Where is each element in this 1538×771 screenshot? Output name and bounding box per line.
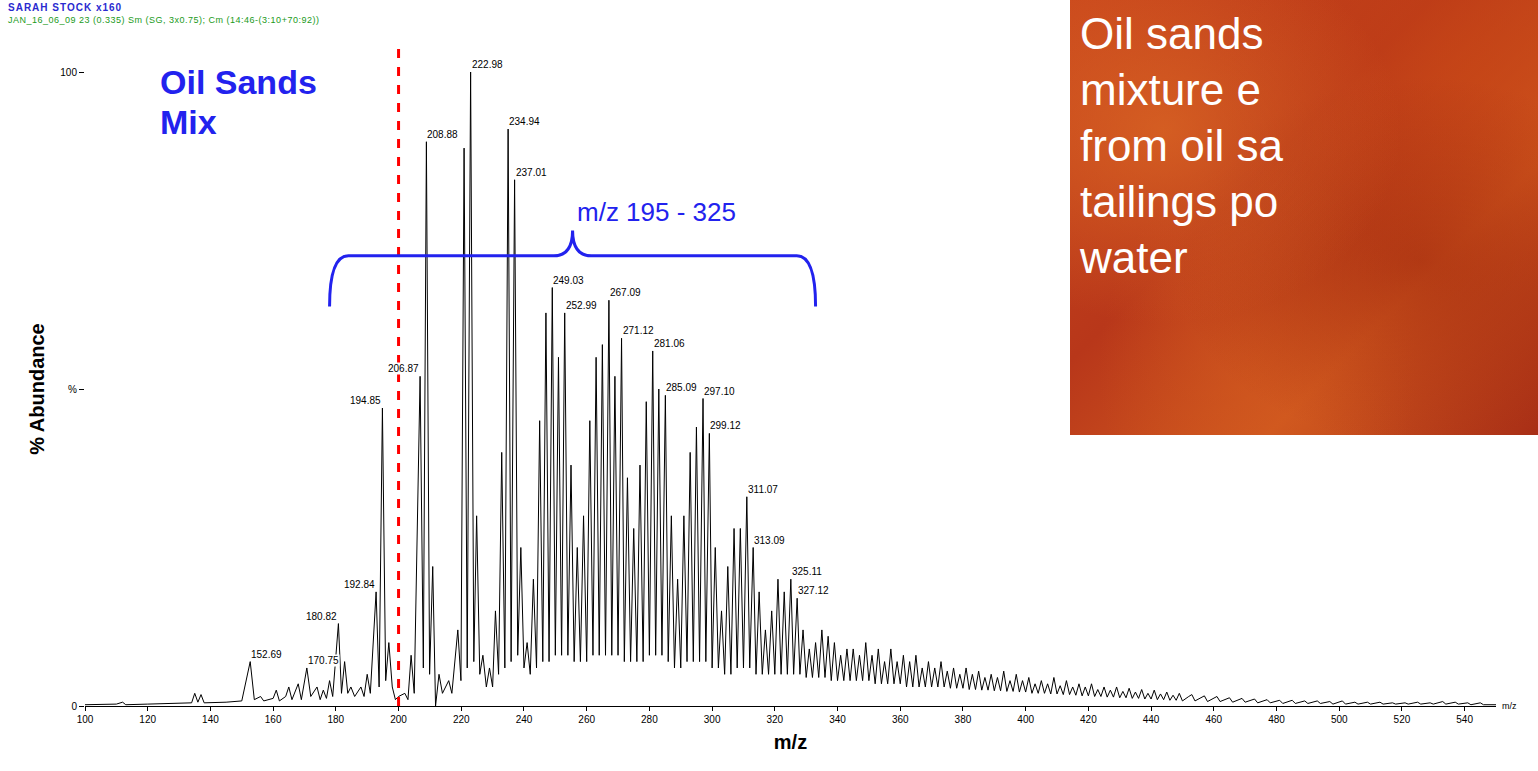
svg-text:252.99: 252.99 (566, 300, 597, 311)
svg-text:460: 460 (1205, 714, 1222, 725)
svg-text:520: 520 (1394, 714, 1411, 725)
svg-text:260: 260 (578, 714, 595, 725)
html-text:SARAH STOCK x160: SARAH STOCK x160 (8, 2, 123, 13)
svg-text:267.09: 267.09 (610, 287, 641, 298)
svg-text:152.69: 152.69 (251, 649, 282, 660)
svg-text:240: 240 (516, 714, 533, 725)
svg-text:200: 200 (390, 714, 407, 725)
svg-text:325.11: 325.11 (792, 566, 822, 577)
svg-text:271.12: 271.12 (623, 325, 654, 336)
svg-text:194.85: 194.85 (350, 395, 381, 406)
svg-text:237.01: 237.01 (516, 167, 547, 178)
svg-text:100: 100 (60, 67, 77, 78)
svg-text:234.94: 234.94 (509, 116, 540, 127)
svg-text:300: 300 (704, 714, 721, 725)
svg-text:m/z 195 - 325: m/z 195 - 325 (577, 197, 736, 227)
svg-text:440: 440 (1143, 714, 1160, 725)
svg-text:281.06: 281.06 (654, 338, 685, 349)
html-text:JAN_16_06_09 23 (0.335) Sm (SG: JAN_16_06_09 23 (0.335) Sm (SG, 3x0.75);… (8, 15, 320, 25)
html-text:mixture e: mixture e (1080, 65, 1261, 114)
svg-text:340: 340 (829, 714, 846, 725)
svg-text:m/z: m/z (774, 731, 807, 753)
html-text:Oil Sands Mix: Oil Sands Mix (160, 63, 317, 141)
svg-text:311.07: 311.07 (748, 484, 778, 495)
svg-text:100: 100 (77, 714, 94, 725)
svg-text:500: 500 (1331, 714, 1348, 725)
svg-text:% Abundance: % Abundance (26, 323, 48, 455)
svg-text:285.09: 285.09 (666, 382, 697, 393)
html-text:Oil sands: Oil sands (1080, 9, 1264, 58)
svg-text:160: 160 (265, 714, 282, 725)
html-text:tailings po: tailings po (1080, 177, 1279, 226)
svg-text:297.10: 297.10 (704, 386, 735, 397)
svg-text:327.12: 327.12 (798, 585, 829, 596)
html-text:from oil sa: from oil sa (1080, 121, 1283, 170)
svg-text:m/z: m/z (1502, 701, 1517, 711)
svg-text:280: 280 (641, 714, 658, 725)
svg-text:540: 540 (1456, 714, 1473, 725)
svg-text:120: 120 (139, 714, 156, 725)
html-text:water: water (1080, 233, 1188, 282)
svg-text:320: 320 (766, 714, 783, 725)
svg-text:192.84: 192.84 (344, 579, 375, 590)
svg-text:220: 220 (453, 714, 470, 725)
svg-text:140: 140 (202, 714, 219, 725)
svg-text:360: 360 (892, 714, 909, 725)
svg-text:480: 480 (1268, 714, 1285, 725)
svg-text:380: 380 (955, 714, 972, 725)
svg-text:313.09: 313.09 (754, 535, 785, 546)
svg-text:170.75: 170.75 (308, 655, 339, 666)
svg-text:400: 400 (1017, 714, 1034, 725)
svg-text:0: 0 (71, 701, 77, 712)
svg-text:222.98: 222.98 (472, 59, 503, 70)
svg-text:180.82: 180.82 (306, 611, 337, 622)
svg-text:%: % (68, 384, 77, 395)
svg-text:180: 180 (327, 714, 344, 725)
svg-text:208.88: 208.88 (427, 129, 458, 140)
svg-text:420: 420 (1080, 714, 1097, 725)
svg-text:249.03: 249.03 (553, 275, 584, 286)
svg-text:206.87: 206.87 (388, 363, 419, 374)
svg-text:299.12: 299.12 (710, 420, 741, 431)
